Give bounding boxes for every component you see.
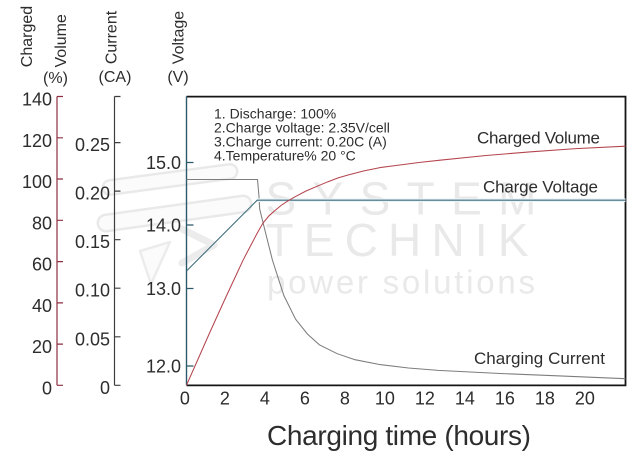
svg-text:6: 6	[300, 389, 310, 409]
svg-text:4.Temperature% 20 °C: 4.Temperature% 20 °C	[214, 148, 356, 164]
svg-text:(%): (%)	[43, 70, 68, 87]
svg-text:140: 140	[22, 90, 52, 110]
svg-text:Charged Volume: Charged Volume	[477, 128, 600, 147]
svg-text:(V): (V)	[167, 69, 188, 86]
svg-text:Current: Current	[104, 10, 121, 64]
svg-text:(CA): (CA)	[99, 69, 132, 86]
svg-text:100: 100	[22, 172, 52, 192]
svg-text:power solutions: power solutions	[267, 264, 535, 301]
svg-text:0.20: 0.20	[75, 184, 110, 204]
svg-text:0: 0	[180, 389, 190, 409]
svg-text:4: 4	[260, 389, 270, 409]
svg-text:0: 0	[100, 378, 110, 398]
svg-text:20: 20	[575, 389, 595, 409]
svg-text:0.25: 0.25	[75, 135, 110, 155]
svg-text:0.10: 0.10	[75, 281, 110, 301]
svg-text:40: 40	[32, 296, 52, 316]
svg-text:Voltage: Voltage	[171, 11, 188, 64]
svg-text:80: 80	[32, 213, 52, 233]
svg-text:Volume: Volume	[53, 14, 70, 67]
svg-text:Charging time (hours): Charging time (hours)	[267, 420, 531, 451]
svg-text:0.15: 0.15	[75, 232, 110, 252]
svg-text:60: 60	[32, 255, 52, 275]
svg-text:2.Charge voltage: 2.35V/cell: 2.Charge voltage: 2.35V/cell	[214, 120, 390, 136]
svg-text:15.0: 15.0	[146, 153, 181, 173]
svg-text:0: 0	[42, 378, 52, 398]
svg-text:120: 120	[22, 131, 52, 151]
svg-text:10: 10	[375, 389, 395, 409]
svg-text:Charging Current: Charging Current	[474, 349, 605, 368]
svg-text:8: 8	[340, 389, 350, 409]
svg-text:1. Discharge: 100%: 1. Discharge: 100%	[214, 105, 336, 121]
svg-text:18: 18	[535, 389, 555, 409]
svg-text:3.Charge current: 0.20C (A): 3.Charge current: 0.20C (A)	[214, 134, 387, 150]
svg-text:12: 12	[415, 389, 435, 409]
svg-text:Charged: Charged	[19, 6, 36, 67]
svg-text:14: 14	[455, 389, 475, 409]
svg-text:TECHNIK: TECHNIK	[266, 214, 529, 266]
svg-text:14.0: 14.0	[146, 215, 181, 235]
svg-text:13.0: 13.0	[146, 279, 181, 299]
svg-text:12.0: 12.0	[146, 356, 181, 376]
svg-text:16: 16	[495, 389, 515, 409]
svg-text:20: 20	[32, 337, 52, 357]
svg-text:2: 2	[220, 389, 230, 409]
svg-text:0.05: 0.05	[75, 329, 110, 349]
svg-text:Charge Voltage: Charge Voltage	[483, 178, 598, 197]
